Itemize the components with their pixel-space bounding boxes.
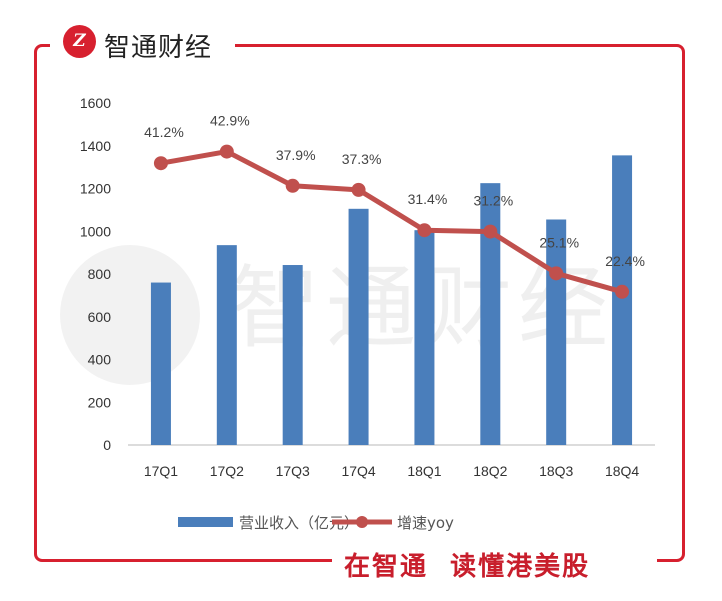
legend-bar-label: 营业收入（亿元） — [239, 514, 359, 532]
legend-bar-swatch — [178, 517, 233, 527]
y-tick-label: 1600 — [80, 95, 111, 111]
x-tick-label: 18Q2 — [473, 463, 507, 479]
x-tick-label: 18Q3 — [539, 463, 573, 479]
point-17Q1 — [153, 156, 168, 171]
y-tick-label: 1400 — [80, 138, 111, 154]
point-18Q1 — [417, 223, 432, 238]
y-tick-label: 400 — [88, 352, 112, 368]
data-label: 25.1% — [539, 234, 579, 250]
point-17Q2 — [219, 144, 234, 159]
data-label: 42.9% — [210, 113, 250, 129]
brand-logo-icon: Z — [63, 25, 96, 58]
bar-17Q3 — [282, 265, 303, 445]
point-18Q2 — [483, 224, 498, 239]
bar-18Q4 — [612, 155, 633, 445]
y-tick-label: 800 — [88, 266, 112, 282]
brand-name: 智通财经 — [104, 33, 213, 63]
line-growth — [160, 149, 623, 295]
frame-gap-bottom — [332, 548, 657, 578]
data-label: 37.9% — [276, 147, 316, 163]
x-tick-label: 17Q1 — [144, 463, 178, 479]
data-label: 31.2% — [473, 193, 513, 209]
y-tick-label: 0 — [103, 437, 111, 453]
bar-18Q3 — [546, 219, 567, 445]
point-18Q3 — [549, 266, 564, 281]
point-17Q4 — [351, 182, 366, 197]
bar-17Q1 — [150, 282, 171, 445]
legend-line-marker — [356, 516, 368, 528]
bar-18Q2 — [480, 183, 501, 445]
x-tick-label: 18Q4 — [605, 463, 639, 479]
point-18Q4 — [615, 284, 630, 299]
y-tick-label: 600 — [88, 309, 112, 325]
data-label: 31.4% — [408, 191, 448, 207]
point-17Q3 — [285, 178, 300, 193]
x-tick-label: 18Q1 — [407, 463, 441, 479]
x-tick-label: 17Q2 — [210, 463, 244, 479]
y-tick-label: 1000 — [80, 223, 111, 239]
data-label: 41.2% — [144, 124, 184, 140]
footer-slogan: 在智通 读懂港美股 — [344, 552, 591, 582]
y-tick-label: 200 — [88, 394, 112, 410]
bar-17Q4 — [348, 208, 369, 445]
data-label: 37.3% — [342, 151, 382, 167]
data-label: 22.4% — [605, 253, 645, 269]
bar-18Q1 — [414, 230, 435, 445]
x-tick-label: 17Q4 — [341, 463, 375, 479]
bar-17Q2 — [216, 245, 237, 445]
y-tick-label: 1200 — [80, 181, 111, 197]
x-tick-label: 17Q3 — [276, 463, 310, 479]
watermark-logo — [60, 245, 200, 385]
legend-line-label: 增速yoy — [397, 514, 454, 532]
